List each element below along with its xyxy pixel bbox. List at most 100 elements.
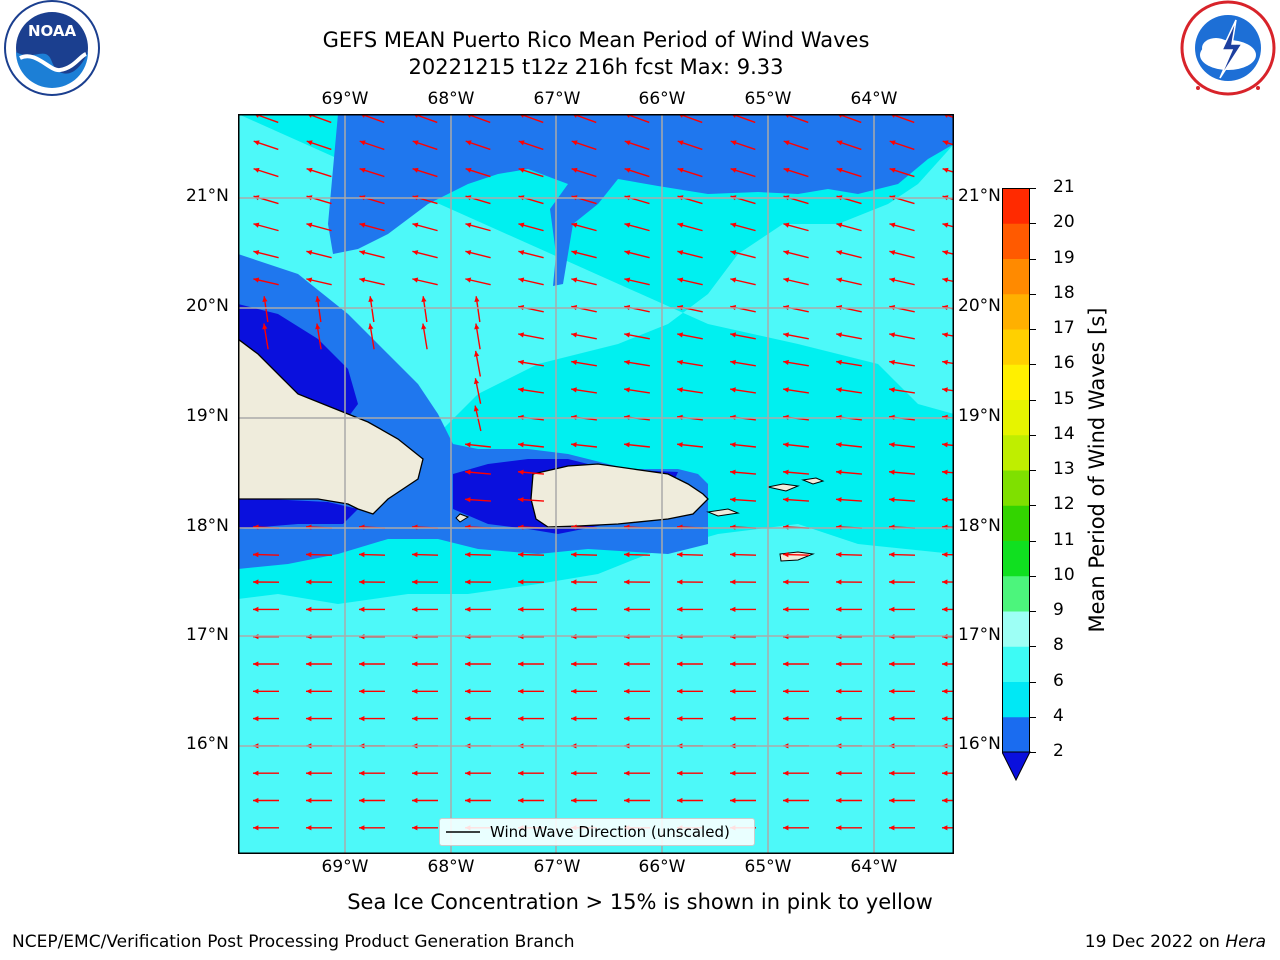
wind-wave-arrow-head [465, 277, 472, 283]
wind-wave-arrow-head [730, 469, 736, 475]
colorbar-svg [1001, 188, 1031, 782]
wind-wave-arrow-head [624, 277, 631, 283]
colorbar-tick-label: 21 [1053, 177, 1075, 197]
chart-subtitle: 20221215 t12z 216h fcst Max: 9.33 [408, 55, 784, 79]
wind-wave-arrow-head [783, 551, 789, 558]
colorbar-tick-label: 12 [1053, 494, 1075, 515]
wind-wave-arrow-head [571, 688, 577, 694]
wind-wave-arrow-head [836, 167, 843, 173]
colorbar-segment [1002, 329, 1030, 365]
wind-wave-arrow-head [412, 277, 419, 283]
wind-wave-arrow-head [942, 277, 949, 283]
wind-wave-arrow-head [253, 222, 260, 228]
wind-wave-arrow-head [412, 797, 418, 804]
wind-wave-arrow-head [253, 250, 260, 256]
wind-wave-arrow-head [465, 167, 472, 173]
wind-wave-arrow-head [889, 442, 895, 448]
wind-wave-arrow-head [262, 296, 268, 302]
colorbar-segment [1002, 258, 1030, 295]
lon-label-top: 67°W [533, 89, 581, 109]
wind-wave-arrow-head [465, 497, 471, 503]
wind-wave-arrow-head [412, 250, 419, 256]
wind-wave-arrow-head [730, 551, 736, 558]
wind-wave-arrow-head [783, 715, 789, 722]
wind-wave-arrow-head [730, 497, 736, 503]
wind-wave-arrow-head [836, 606, 842, 613]
lat-label-left: 16°N [186, 734, 229, 754]
lat-label-left: 20°N [186, 296, 229, 316]
wind-wave-arrow-head [421, 296, 427, 302]
wind-wave-arrow-head [571, 551, 577, 558]
colorbar-segment [1002, 716, 1030, 753]
lon-label-bottom: 65°W [744, 857, 792, 877]
wind-wave-arrow-head [889, 579, 895, 585]
wind-wave-arrow-head [783, 661, 789, 667]
lon-label-bottom: 67°W [533, 857, 581, 877]
colorbar-tick-label: 10 [1053, 564, 1075, 585]
colorbar-tick-mark [1030, 293, 1036, 295]
wind-wave-arrow-head [730, 661, 736, 667]
wind-wave-arrow-head [306, 825, 312, 831]
wind-wave-arrow-head [306, 277, 313, 283]
wind-wave-arrow-head [624, 222, 631, 228]
colorbar-segment [1002, 399, 1030, 436]
wind-wave-arrow-head [942, 579, 948, 585]
wind-wave-arrow-head [465, 661, 471, 667]
lon-label-bottom: 69°W [321, 857, 369, 877]
wind-wave-arrow-head [730, 442, 736, 448]
wind-wave-arrow-head [253, 688, 259, 694]
wind-wave-arrow-head [359, 688, 365, 694]
wind-wave-arrow-head [942, 359, 948, 366]
lat-label-left: 19°N [186, 406, 229, 426]
wind-wave-arrow-head [306, 715, 312, 722]
wind-wave-arrow-head [889, 387, 895, 393]
wind-wave-arrow-head [783, 688, 789, 694]
wind-wave-arrow-head [889, 332, 896, 338]
wind-wave-arrow-head [518, 661, 524, 667]
wind-wave-arrow-head [465, 469, 471, 475]
noaa-logo-text: NOAA [28, 22, 77, 40]
legend-line-icon [446, 831, 480, 833]
wind-wave-arrow-head [518, 167, 525, 173]
mona-island-land [455, 513, 470, 523]
wind-wave-arrow-head [942, 222, 949, 228]
wind-wave-arrow-head [315, 323, 321, 330]
wind-wave-arrow-head [465, 250, 472, 256]
wind-wave-arrow-head [677, 770, 683, 776]
wind-wave-arrow-head [677, 579, 683, 585]
wind-wave-arrow-head [836, 797, 842, 804]
wind-wave-arrow-head [359, 661, 365, 667]
wind-wave-arrow-head [783, 606, 789, 613]
wind-wave-arrow-head [571, 442, 577, 448]
wind-wave-arrow-head [624, 140, 631, 146]
wind-wave-arrow-head [942, 688, 948, 694]
wind-wave-arrow-head [730, 688, 736, 694]
wind-wave-arrow-head [518, 715, 524, 722]
wind-wave-arrow-head [315, 296, 321, 302]
legend-label: Wind Wave Direction (unscaled) [490, 823, 730, 841]
colorbar-tick-label: 16 [1053, 353, 1075, 374]
wind-wave-arrow-head [942, 661, 948, 667]
wind-wave-arrow-head [359, 222, 366, 228]
wind-wave-arrow-head [465, 606, 471, 613]
wind-wave-arrow-head [942, 250, 949, 256]
wind-wave-arrow-head [253, 167, 260, 173]
wind-wave-arrow-head [412, 688, 418, 694]
wind-wave-arrow-head [889, 469, 895, 475]
colorbar [1001, 188, 1042, 788]
wind-wave-arrow-head [474, 323, 480, 330]
wind-wave-arrow-head [306, 222, 313, 228]
lon-label-top: 68°W [427, 89, 475, 109]
wind-wave-arrow-head [518, 469, 524, 475]
colorbar-tick-mark [1030, 575, 1036, 577]
wind-wave-arrow-head [412, 606, 418, 613]
footer-date-text: 19 Dec 2022 on [1084, 932, 1226, 952]
wind-wave-arrow-head [624, 606, 630, 613]
wind-wave-arrow-head [518, 250, 525, 256]
wind-wave-arrow-head [730, 797, 736, 804]
colorbar-tick-label: 6 [1053, 670, 1064, 691]
wind-wave-arrow-head [677, 387, 683, 393]
wind-wave-arrow-head [571, 332, 578, 338]
wind-wave-arrow-head [465, 688, 471, 694]
wind-wave-arrow-head [677, 606, 683, 613]
